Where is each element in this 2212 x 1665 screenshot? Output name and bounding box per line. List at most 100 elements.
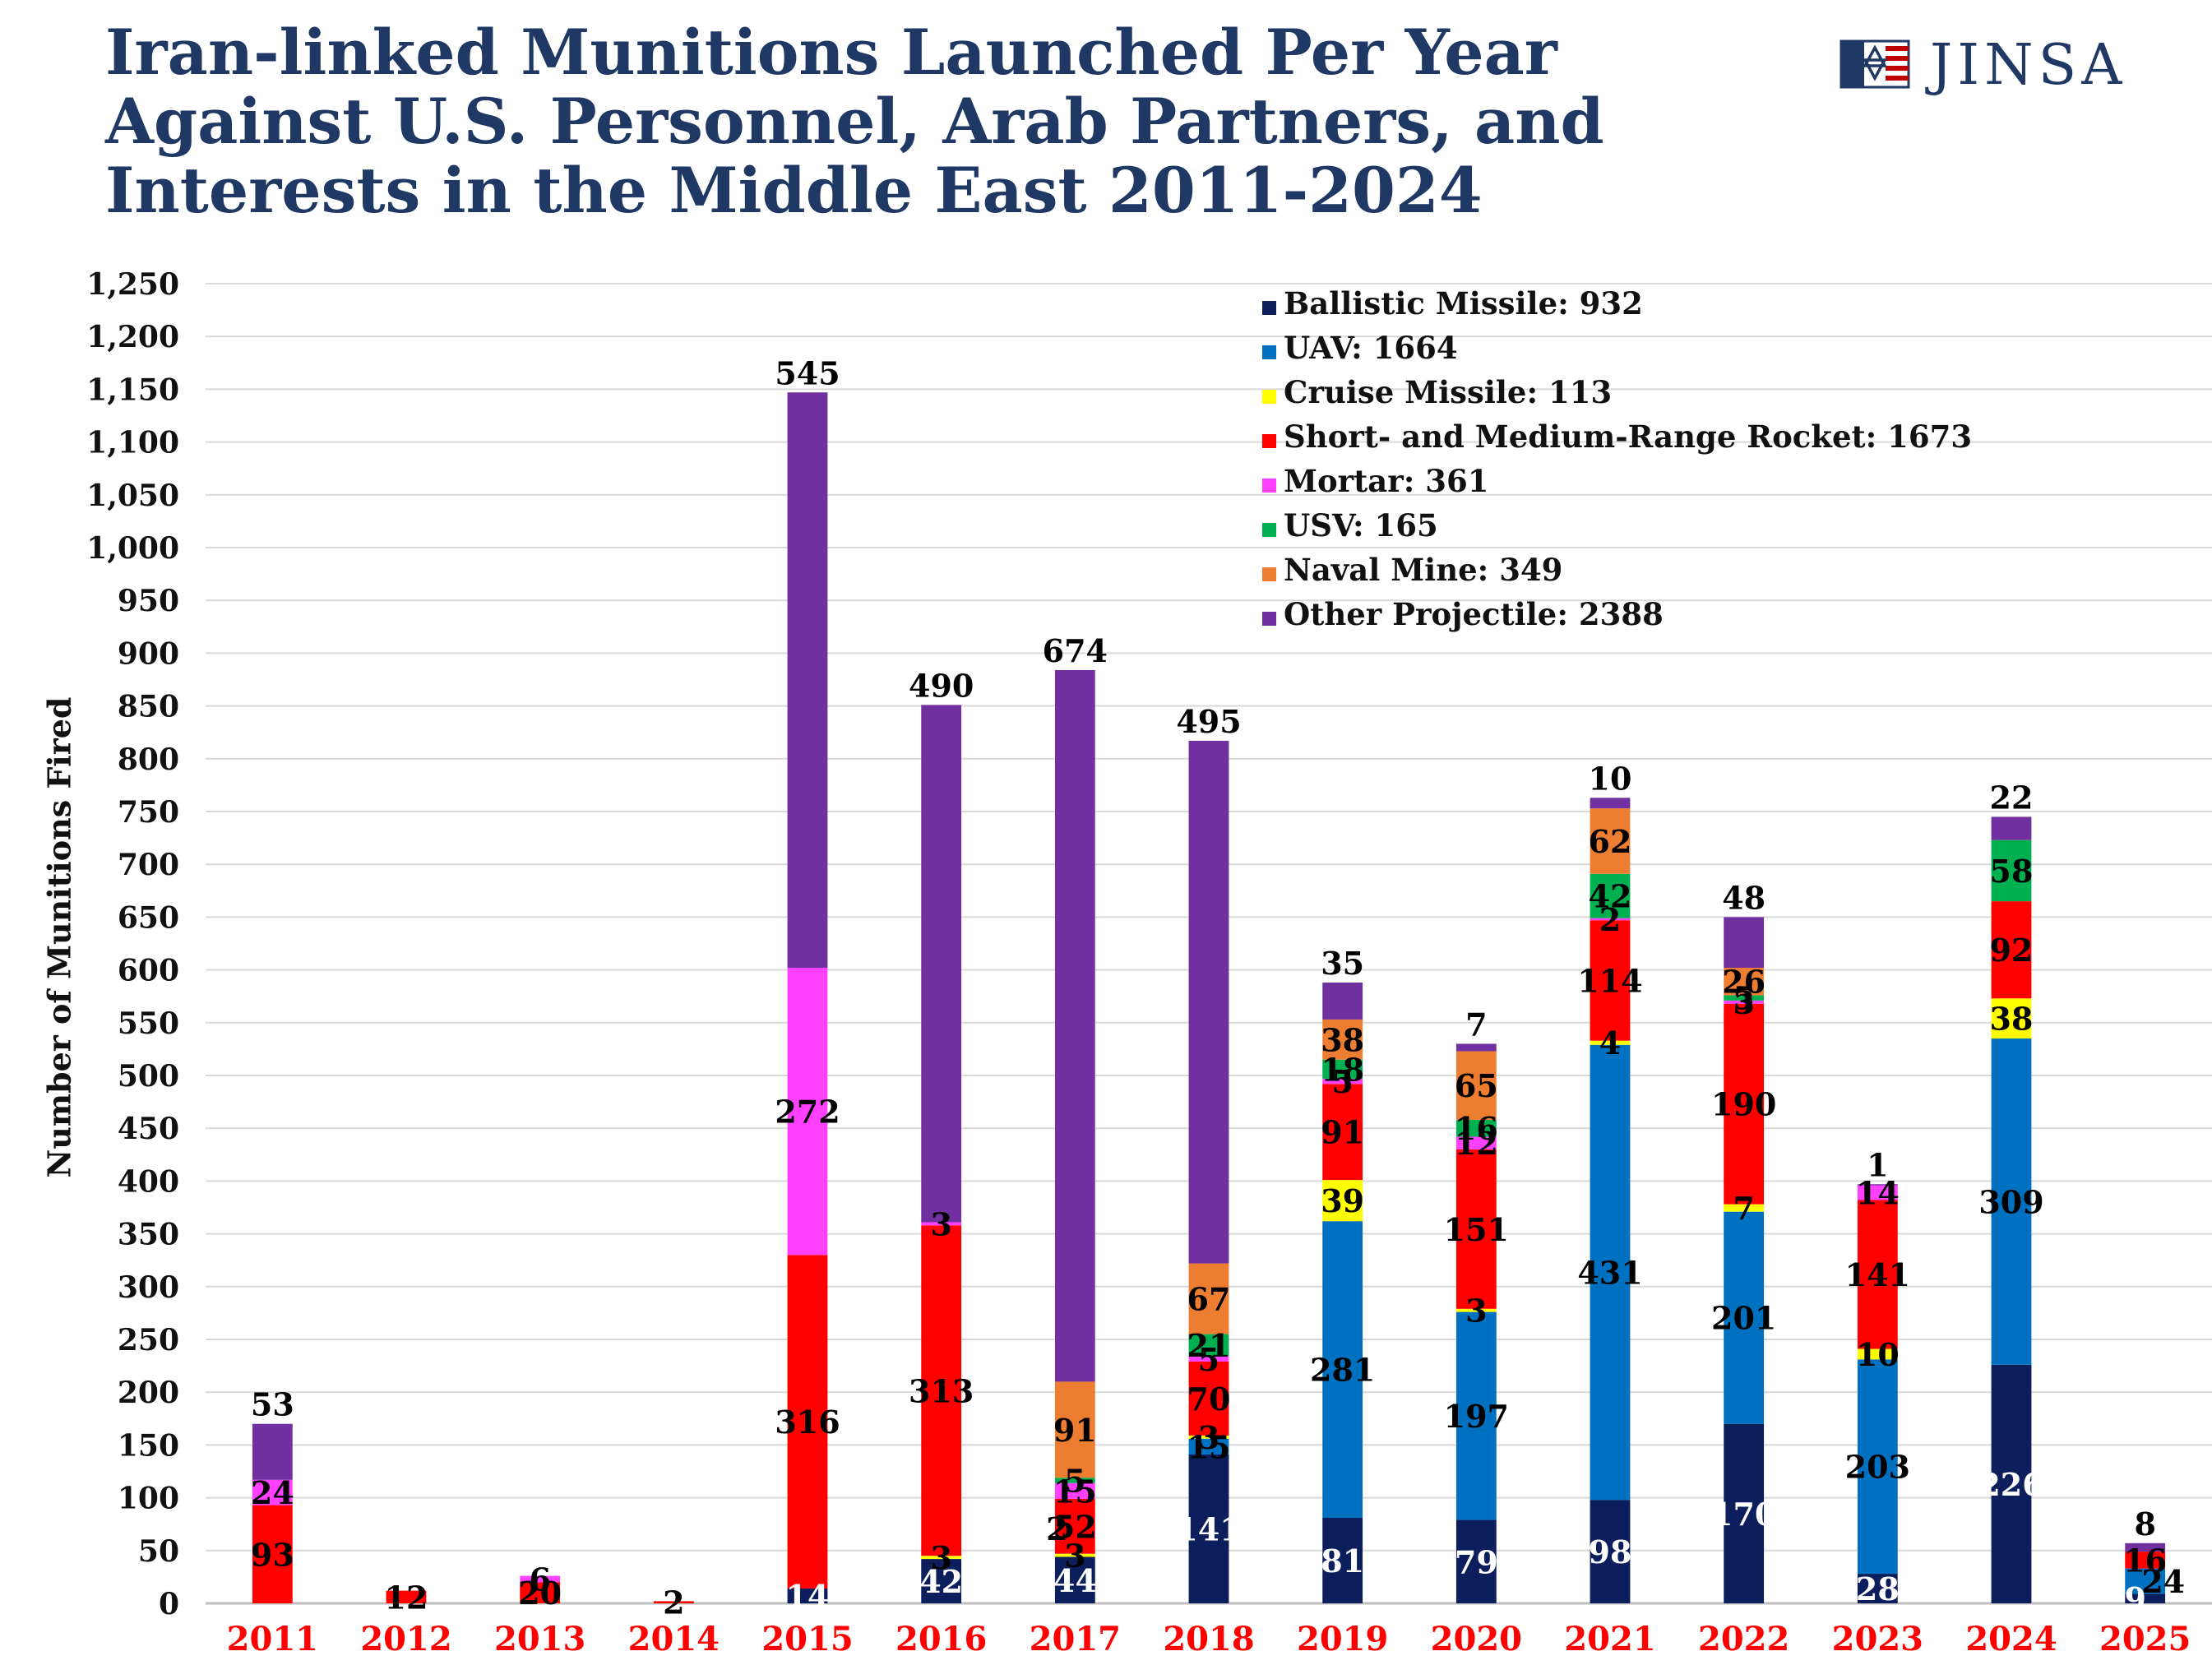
- data-label-usv-2022: 5: [1733, 980, 1754, 1017]
- x-tick-label-2023: 2023: [1832, 1620, 1923, 1658]
- bar-segment-ballistic-missile-2020: [1455, 1519, 1497, 1603]
- y-tick-label: 250: [118, 1323, 179, 1357]
- bar-segment-usv-2024: [1991, 839, 2032, 902]
- bar-segment-naval-mine-2021: [1590, 808, 1631, 874]
- data-label-ballistic-missile-2020: 79: [1455, 1543, 1498, 1580]
- x-tick-label-2025: 2025: [2099, 1620, 2191, 1658]
- bar-segment-short-and-medium-range-rocket-2013: [520, 1582, 561, 1603]
- bar-segment-short-and-medium-range-rocket-2021: [1590, 920, 1631, 1041]
- data-label-short-and-medium-range-rocket-2014: 2: [663, 1584, 684, 1621]
- data-label-short-and-medium-range-rocket-2012: 12: [385, 1579, 428, 1616]
- bar-segment-uav-2021: [1590, 1044, 1631, 1501]
- bar-segment-other-projectile-2011: [252, 1423, 293, 1480]
- data-label-short-and-medium-range-rocket-2017: 52: [1053, 1508, 1097, 1545]
- data-label-ballistic-missile-2017: 44: [1053, 1562, 1097, 1599]
- data-label-ballistic-missile-2016: 42: [919, 1563, 963, 1600]
- data-label-cruise-missile-2018: 3: [1198, 1419, 1219, 1456]
- data-label-ballistic-missile-2024: 226: [1978, 1466, 2043, 1503]
- data-label-mortar-2021: 2: [1599, 901, 1621, 938]
- data-label-cruise-missile-2024: 38: [1990, 1001, 2034, 1038]
- data-label-uav-2020: 197: [1444, 1398, 1509, 1435]
- data-label-ballistic-missile-2025: 9: [2124, 1580, 2145, 1617]
- bar-segment-naval-mine-2019: [1322, 1019, 1363, 1060]
- jinsa-logo: JINSA: [1839, 33, 2126, 95]
- data-label-other-projectile-2019: 35: [1321, 945, 1364, 982]
- bar-segment-other-projectile-2022: [1724, 917, 1765, 969]
- bar-segment-other-projectile-2016: [921, 705, 962, 1223]
- x-tick-label-2022: 2022: [1698, 1620, 1789, 1658]
- data-label-uav-2021: 431: [1577, 1254, 1642, 1291]
- bar-segment-other-projectile-2017: [1054, 669, 1095, 1382]
- data-label-other-projectile-2025: 8: [2134, 1505, 2155, 1542]
- data-label-ballistic-missile-2015: 14: [786, 1578, 830, 1615]
- data-label-mortar-2018: 5: [1198, 1341, 1219, 1378]
- y-tick-label: 1,050: [86, 479, 179, 513]
- y-tick-label: 750: [118, 795, 179, 830]
- y-tick-label: 500: [118, 1059, 179, 1094]
- data-label-short-and-medium-range-rocket-2022: 190: [1711, 1086, 1776, 1123]
- bar-segment-naval-mine-2017: [1054, 1381, 1095, 1478]
- bar-segment-mortar-2022: [1724, 1000, 1765, 1004]
- bar-segment-ballistic-missile-2021: [1590, 1500, 1631, 1603]
- x-tick-label-2015: 2015: [761, 1620, 853, 1658]
- bar-segment-short-and-medium-range-rocket-2015: [787, 1255, 828, 1589]
- data-label-ballistic-missile-2018: 141: [1176, 1510, 1241, 1547]
- logo-text: JINSA: [1925, 33, 2126, 95]
- bar-segment-other-projectile-2023: [1857, 1184, 1898, 1186]
- data-label-short-and-medium-range-rocket-2025: 16: [2123, 1542, 2167, 1579]
- y-tick-label: 1,100: [86, 426, 179, 460]
- data-label-uav-2019: 281: [1310, 1352, 1375, 1389]
- data-label-naval-mine-2021: 62: [1589, 823, 1632, 860]
- y-tick-label: 1,150: [86, 372, 179, 407]
- bar-segment-usv-2022: [1724, 995, 1765, 1001]
- data-label-short-and-medium-range-rocket-2021: 114: [1577, 962, 1642, 999]
- y-tick-label: 900: [118, 636, 179, 671]
- data-label-other-projectile-2024: 22: [1990, 779, 2034, 816]
- bar-segment-naval-mine-2020: [1455, 1051, 1497, 1120]
- data-label-cruise-missile-2016: 3: [930, 1539, 951, 1576]
- bar-segment-short-and-medium-range-rocket-2022: [1724, 1003, 1765, 1205]
- bar-segment-uav-2023: [1857, 1359, 1898, 1575]
- y-tick-label: 550: [118, 1006, 179, 1041]
- data-label-other-projectile-2020: 7: [1465, 1006, 1487, 1043]
- data-label-short-and-medium-range-rocket-2024: 92: [1990, 932, 2034, 969]
- x-tick-label-2017: 2017: [1030, 1620, 1121, 1658]
- bar-segment-short-and-medium-range-rocket-2016: [921, 1225, 962, 1556]
- data-label-short-and-medium-range-rocket-2013: 20: [518, 1575, 562, 1612]
- bar-segment-mortar-2016: [921, 1222, 962, 1226]
- data-label-cruise-missile-2019: 39: [1321, 1182, 1364, 1219]
- legend-entry-naval-mine: Naval Mine: 349: [1284, 552, 1562, 588]
- bar-segment-short-and-medium-range-rocket-2011: [252, 1505, 293, 1603]
- y-tick-label: 150: [118, 1428, 179, 1463]
- legend-swatch-naval-mine: [1262, 567, 1276, 581]
- bar-segment-other-projectile-2020: [1455, 1043, 1497, 1052]
- y-tick-label: 1,200: [86, 320, 179, 354]
- legend-swatch-mortar: [1262, 479, 1276, 493]
- data-label-uav-2025: 24: [2141, 1563, 2185, 1600]
- y-tick-label: 0: [159, 1587, 179, 1621]
- bar-segment-other-projectile-2025: [2125, 1542, 2166, 1552]
- legend-swatch-cruise-missile: [1262, 390, 1276, 404]
- bar-segment-usv-2020: [1455, 1119, 1497, 1137]
- bar-segment-short-and-medium-range-rocket-2025: [2125, 1552, 2166, 1569]
- bar-segment-short-and-medium-range-rocket-2018: [1188, 1361, 1229, 1436]
- data-label-short-and-medium-range-rocket-2019: 91: [1321, 1114, 1364, 1151]
- bar-segment-short-and-medium-range-rocket-2024: [1991, 901, 2032, 999]
- legend-swatch-other-projectile: [1262, 612, 1276, 626]
- data-label-usv-2020: 16: [1455, 1110, 1498, 1147]
- data-label-short-and-medium-range-rocket-2016: 313: [909, 1372, 974, 1409]
- data-label-extra-2017: 2: [1046, 1510, 1067, 1547]
- bar-segment-cruise-missile-2019: [1322, 1180, 1363, 1222]
- data-label-mortar-2011: 24: [251, 1474, 294, 1511]
- legend-entry-other-projectile: Other Projectile: 2388: [1284, 596, 1664, 632]
- data-label-other-projectile-2023: 1: [1867, 1146, 1888, 1183]
- bar-segment-ballistic-missile-2023: [1857, 1574, 1898, 1603]
- bar-segment-short-and-medium-range-rocket-2012: [386, 1590, 427, 1603]
- data-label-mortar-2020: 12: [1455, 1125, 1498, 1162]
- x-tick-label-2014: 2014: [628, 1620, 720, 1658]
- data-label-usv-2024: 58: [1990, 853, 2034, 890]
- chart-title: Iran-linked Munitions Launched Per Year …: [105, 18, 1604, 225]
- bar-segment-ballistic-missile-2015: [787, 1589, 828, 1603]
- bar-segment-ballistic-missile-2019: [1322, 1517, 1363, 1603]
- bar-segment-ballistic-missile-2022: [1724, 1423, 1765, 1603]
